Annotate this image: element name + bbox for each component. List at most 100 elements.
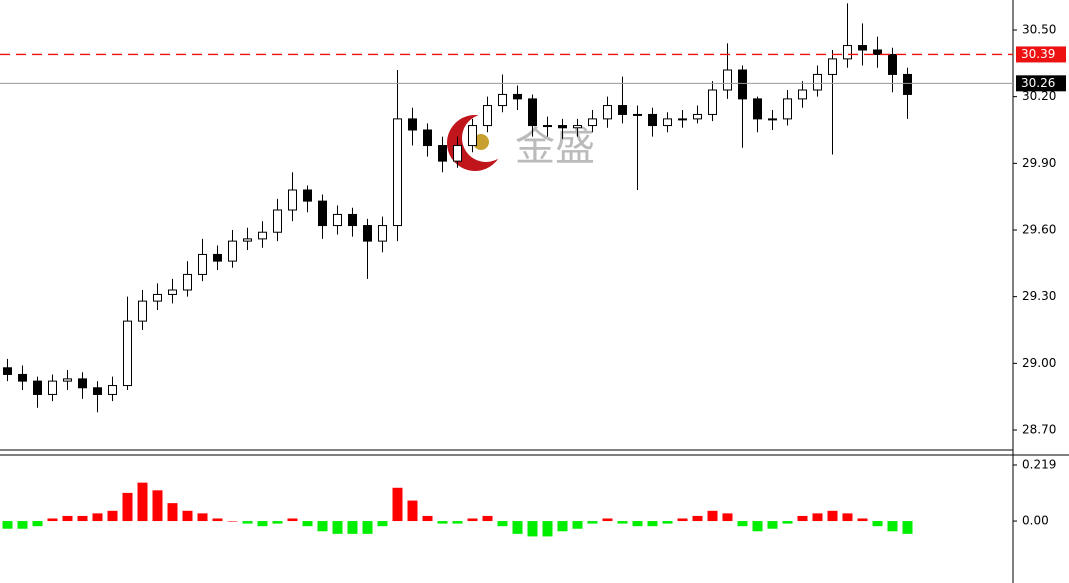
- histogram-bar: [527, 521, 538, 537]
- candle-body: [483, 105, 492, 127]
- candle-body: [318, 200, 327, 227]
- y-tick-label: 0.00: [1022, 514, 1049, 528]
- histogram-bar: [62, 515, 73, 522]
- y-tick-label: 30.50: [1022, 23, 1056, 37]
- histogram-bar: [377, 521, 388, 527]
- candle-body: [258, 231, 267, 240]
- candle-body: [93, 387, 102, 395]
- histogram-bar: [392, 487, 403, 522]
- histogram-bar: [602, 518, 613, 522]
- candle-body: [3, 367, 12, 375]
- candle-body: [708, 89, 717, 115]
- candle-body: [453, 145, 462, 162]
- candle-body: [438, 145, 447, 162]
- candle-body: [378, 225, 387, 242]
- candle-body: [588, 118, 597, 127]
- candle-body: [363, 225, 372, 242]
- histogram-bar: [452, 521, 463, 524]
- candle-body: [168, 289, 177, 295]
- histogram-bar: [542, 521, 553, 537]
- histogram-bar: [197, 513, 208, 522]
- candle-body: [228, 240, 237, 262]
- candle-body: [738, 69, 747, 100]
- candle-body: [303, 189, 312, 202]
- candle-body: [138, 300, 147, 322]
- candle-body: [678, 118, 687, 121]
- histogram-bar: [122, 492, 133, 522]
- histogram-bar: [512, 521, 523, 534]
- histogram-bar: [497, 521, 508, 527]
- histogram-bar: [167, 503, 178, 522]
- candle-body: [393, 118, 402, 227]
- histogram-bar: [107, 510, 118, 522]
- candle-body: [888, 53, 897, 75]
- histogram-bar: [332, 521, 343, 534]
- candle-body: [633, 113, 642, 116]
- histogram-bar: [137, 482, 148, 522]
- histogram-bar: [632, 521, 643, 527]
- candle-body: [63, 378, 72, 382]
- candle-body: [813, 73, 822, 91]
- histogram-bar: [347, 521, 358, 534]
- y-tick-label: 29.90: [1022, 156, 1056, 170]
- y-tick-label: 29.00: [1022, 356, 1056, 370]
- watermark: 金盛: [515, 124, 595, 170]
- candle-body: [693, 113, 702, 120]
- histogram-bar: [707, 510, 718, 522]
- candle-body: [558, 125, 567, 129]
- histogram-bar: [482, 515, 493, 522]
- histogram-bar: [77, 515, 88, 522]
- histogram-bar: [47, 518, 58, 522]
- histogram-bar: [887, 521, 898, 532]
- candle-body: [513, 93, 522, 100]
- price-label-box: [1016, 46, 1066, 63]
- histogram-bar: [782, 521, 793, 524]
- histogram-bar: [287, 518, 298, 522]
- candle-body: [333, 213, 342, 227]
- histogram-bar: [827, 510, 838, 522]
- candle-body: [783, 98, 792, 120]
- histogram-bar: [422, 515, 433, 522]
- histogram-bar: [737, 521, 748, 527]
- candle-body: [753, 98, 762, 120]
- candle-body: [663, 118, 672, 127]
- y-tick-label: 0.219: [1022, 457, 1056, 471]
- histogram-bar: [842, 513, 853, 522]
- histogram-bar: [152, 490, 163, 522]
- candle-body: [498, 93, 507, 107]
- histogram-bar: [677, 518, 688, 522]
- histogram-bar: [362, 521, 373, 534]
- histogram-bar: [767, 521, 778, 529]
- candle-body: [858, 45, 867, 51]
- candle-body: [423, 129, 432, 147]
- histogram-bar: [272, 521, 283, 524]
- histogram-bar: [617, 521, 628, 524]
- price-label: 30.26: [1021, 76, 1055, 90]
- y-tick-label: 29.60: [1022, 223, 1056, 237]
- y-tick-label: 30.20: [1022, 89, 1056, 103]
- candle-body: [108, 385, 117, 395]
- candle-body: [843, 45, 852, 60]
- candle-body: [348, 213, 357, 227]
- histogram-bar: [752, 521, 763, 532]
- candle-body: [288, 189, 297, 211]
- histogram-bar: [812, 513, 823, 522]
- candle-body: [903, 73, 912, 95]
- candle-body: [543, 125, 552, 128]
- y-tick-label: 28.70: [1022, 423, 1056, 437]
- candle-body: [798, 89, 807, 100]
- candle-body: [213, 253, 222, 262]
- candle-body: [198, 253, 207, 275]
- histogram-bar: [587, 521, 598, 524]
- histogram-bar: [2, 521, 13, 529]
- candle-body: [273, 209, 282, 233]
- histogram-bar: [182, 510, 193, 522]
- candle-body: [153, 293, 162, 302]
- candle-body: [183, 273, 192, 291]
- histogram-bar: [647, 521, 658, 527]
- y-tick-label: 29.30: [1022, 289, 1056, 303]
- histogram-bar: [32, 521, 43, 527]
